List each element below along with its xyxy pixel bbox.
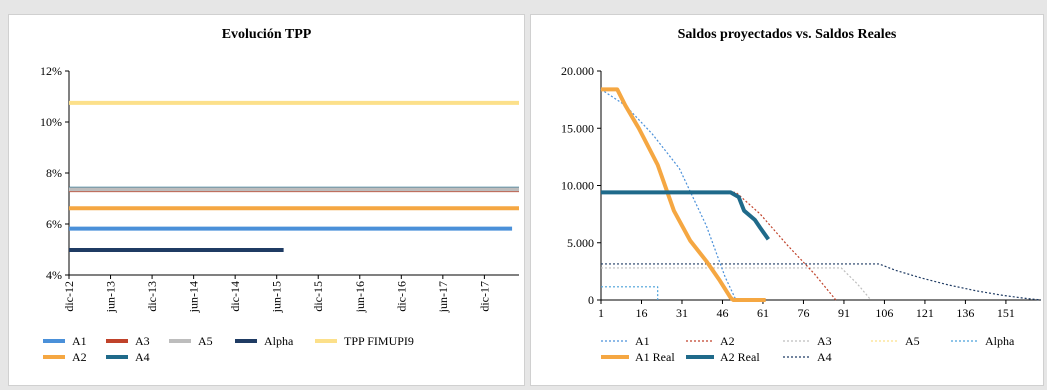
series-line bbox=[601, 267, 872, 301]
legend-label: Alpha bbox=[264, 334, 294, 348]
legend-label: A5 bbox=[198, 334, 213, 348]
x-tick-label: 121 bbox=[916, 306, 934, 320]
x-tick-label: dic-15 bbox=[311, 281, 325, 312]
y-tick-label: 4% bbox=[46, 268, 62, 282]
legend-label: A1 bbox=[72, 334, 87, 348]
legend-label: A1 Real bbox=[635, 350, 675, 364]
legend-label: A2 bbox=[720, 334, 735, 348]
legend-label: A3 bbox=[817, 334, 832, 348]
series-line bbox=[601, 263, 1042, 301]
x-tick-label: 76 bbox=[797, 306, 809, 320]
series-line bbox=[601, 191, 837, 301]
x-tick-label: jun-14 bbox=[187, 281, 201, 313]
x-tick-label: 1 bbox=[598, 306, 604, 320]
y-tick-label: 10.000 bbox=[561, 179, 594, 193]
x-tick-label: 31 bbox=[676, 306, 688, 320]
x-tick-label: dic-13 bbox=[145, 281, 159, 312]
x-tick-label: 16 bbox=[635, 306, 647, 320]
series-line bbox=[601, 286, 659, 300]
legend-label: A2 bbox=[72, 350, 87, 364]
x-tick-label: dic-14 bbox=[228, 281, 242, 312]
x-tick-label: 46 bbox=[716, 306, 728, 320]
x-tick-label: dic-12 bbox=[62, 281, 76, 312]
y-tick-label: 6% bbox=[46, 217, 62, 231]
legend-label: A2 Real bbox=[720, 350, 760, 364]
chart-title: Saldos proyectados vs. Saldos Reales bbox=[677, 27, 897, 42]
legend-label: A1 bbox=[635, 334, 650, 348]
legend-label: A4 bbox=[817, 350, 832, 364]
legend-label: A5 bbox=[905, 334, 920, 348]
y-tick-label: 0 bbox=[588, 293, 594, 307]
y-tick-label: 15.000 bbox=[561, 121, 594, 135]
chart-title: Evolución TPP bbox=[221, 27, 312, 42]
x-tick-label: dic-16 bbox=[394, 281, 408, 312]
tpp-chart-panel: Evolución TPP 4% 6% 8% 10% 12% dic-12 jun-13 di… bbox=[8, 14, 525, 386]
tpp-line-chart: 4% 6% 8% 10% 12% dic-12 jun-13 dic-13 jun-14 dic-… bbox=[40, 64, 519, 364]
saldos-chart-panel: Saldos proyectados vs. Saldos Reales 0 5.… bbox=[530, 14, 1044, 386]
series-line bbox=[601, 87, 766, 302]
legend-label: A4 bbox=[135, 350, 150, 364]
x-tick-label: 136 bbox=[956, 306, 974, 320]
series-line bbox=[601, 190, 770, 241]
y-tick-label: 12% bbox=[40, 64, 62, 78]
saldos-line-chart: 0 5.000 10.000 15.000 20.000 1 16 31 46 61 76 91 106… bbox=[561, 64, 1042, 364]
legend-label: Alpha bbox=[985, 334, 1015, 348]
x-tick-label: dic-17 bbox=[477, 281, 491, 312]
x-tick-label: 61 bbox=[757, 306, 769, 320]
y-tick-label: 8% bbox=[46, 166, 62, 180]
x-tick-label: jun-16 bbox=[353, 281, 367, 313]
x-tick-label: jun-13 bbox=[104, 281, 118, 313]
legend-label: A3 bbox=[135, 334, 150, 348]
x-tick-label: jun-17 bbox=[436, 281, 450, 313]
y-tick-label: 10% bbox=[40, 115, 62, 129]
x-tick-label: 91 bbox=[838, 306, 850, 320]
y-tick-label: 20.000 bbox=[561, 64, 594, 78]
x-tick-label: 151 bbox=[997, 306, 1015, 320]
x-tick-label: jun-15 bbox=[270, 281, 284, 313]
x-tick-label: 106 bbox=[875, 306, 893, 320]
legend-label: TPP FIMUPI9 bbox=[344, 334, 414, 348]
y-tick-label: 5.000 bbox=[567, 236, 594, 250]
